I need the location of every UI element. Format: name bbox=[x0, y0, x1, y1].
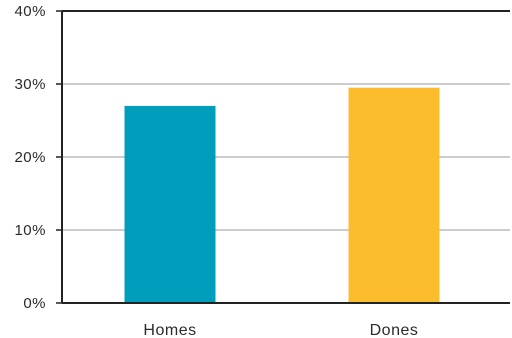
x-axis-ticks: Homes Dones bbox=[143, 322, 419, 338]
bars bbox=[124, 87, 440, 304]
y-tick-label: 40% bbox=[14, 3, 46, 20]
y-tick-label: 20% bbox=[14, 149, 46, 166]
y-tick-label: 10% bbox=[14, 222, 46, 239]
y-tick-label: 30% bbox=[14, 76, 46, 93]
y-tick-label: 0% bbox=[23, 295, 46, 312]
bar-homes bbox=[124, 105, 216, 304]
y-axis-ticks: 0% 10% 20% 30% 40% bbox=[14, 3, 62, 312]
bar-dones bbox=[348, 87, 440, 304]
x-tick-label: Homes bbox=[143, 322, 196, 338]
x-tick-label: Dones bbox=[370, 322, 419, 338]
